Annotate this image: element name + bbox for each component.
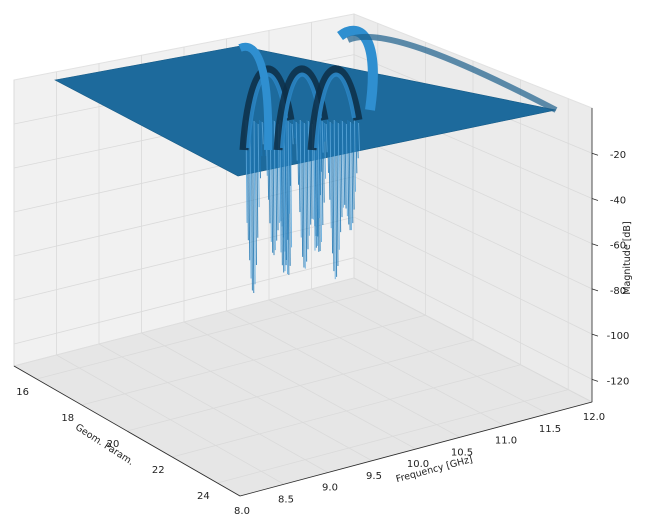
z-tick-label: -40 [610,195,626,206]
notch-2 [273,65,329,273]
notch-3 [307,65,363,280]
y-gridline [126,339,474,432]
y-gridline [172,364,521,458]
right-ridge [337,25,378,111]
z-tick [591,152,599,156]
z-tick [591,243,599,247]
y-tick-label: 20 [107,439,120,450]
y-axis-line [13,365,241,497]
y-gridline [81,314,426,406]
y-tick-label: 16 [16,387,29,398]
x-tick-label: 11.5 [539,424,561,435]
x-tick-label: 9.0 [322,483,338,494]
x-tick-label: 11.0 [495,436,517,447]
x-axis-line [239,401,593,497]
z-tick-label: -100 [607,331,630,342]
x-tick-label: 8.0 [234,506,250,517]
z-tick-label: -20 [610,150,626,161]
x-tick-label: 10.0 [407,459,429,470]
x-tick-label: 8.5 [278,494,294,505]
z-tick [591,333,599,337]
axes: 8.0 8.5 9.0 9.5 10.0 10.5 11.0 11.5 12.0 16 18 20 22… [13,108,630,517]
y-tick-label: 22 [152,465,165,476]
z-tick-label: -120 [607,376,630,387]
z-tick [591,288,599,292]
y-tick-label: 18 [61,413,74,424]
z-tick [591,379,599,382]
z-tick-label: -60 [610,241,626,252]
z-tick-label: -80 [610,286,626,297]
left-ridge [238,42,273,151]
x-tick-label: 9.5 [366,471,382,482]
y-gridline [217,389,569,484]
z-axis-label: Magnitude [dB] [622,221,633,294]
z-tick [591,198,599,201]
x-tick-label: 12.0 [583,412,605,423]
y-tick-label: 24 [197,491,210,502]
y-gridline [36,290,378,380]
x-tick-label: 10.5 [451,447,473,458]
surface [54,25,558,294]
